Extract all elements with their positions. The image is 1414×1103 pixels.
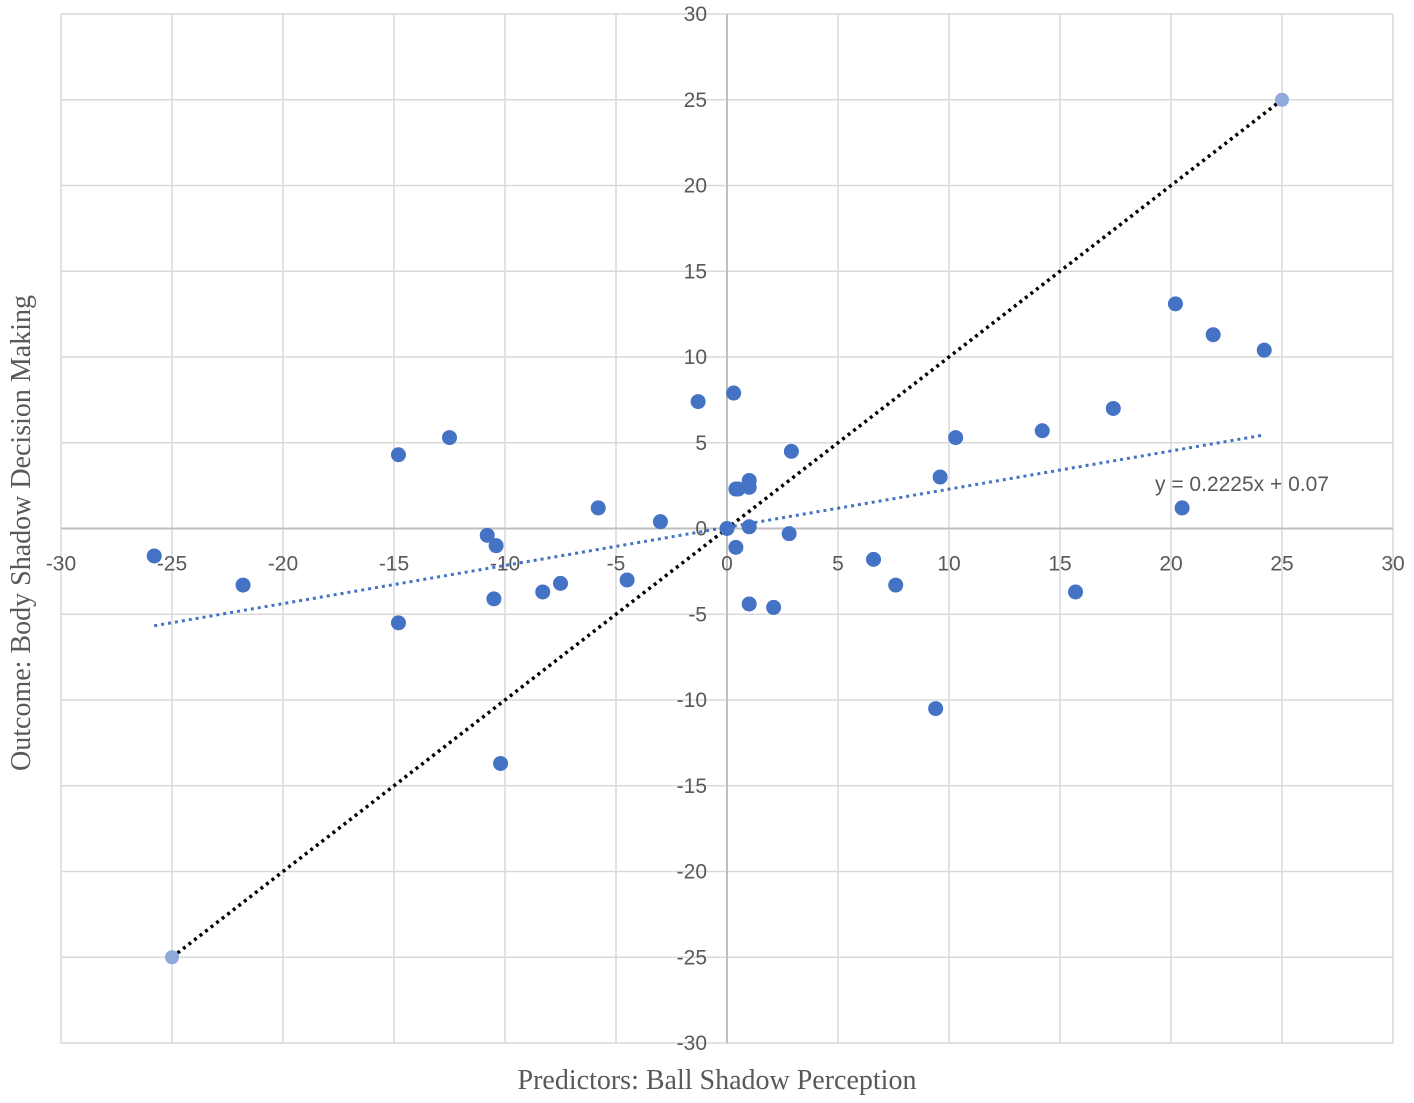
trendline [153, 433, 1265, 628]
x-tick-labels: -30 -25 -20 -15 -10 -5 0 5 10 15 20 25 30 [46, 553, 1405, 576]
data-point [719, 521, 735, 536]
data-point [766, 599, 782, 615]
data-point [390, 447, 406, 463]
data-point [726, 385, 742, 401]
identity-endpoint [165, 950, 179, 965]
data-point [1167, 296, 1183, 312]
x-tick-label: -5 [607, 553, 626, 576]
x-tick-label: 0 [721, 553, 733, 576]
data-point [1205, 327, 1221, 343]
y-tick-label: 15 [684, 260, 707, 283]
data-point [146, 548, 162, 564]
x-tick-label: 10 [937, 553, 960, 576]
data-point [493, 755, 509, 771]
data-point [932, 469, 948, 485]
identity-endpoint [1275, 92, 1289, 107]
data-point [479, 527, 495, 543]
trendline-equation: y = 0.2225x + 0.07 [1155, 473, 1329, 496]
y-tick-label: 30 [684, 3, 707, 26]
data-point [730, 481, 746, 497]
y-tick-label: -5 [688, 603, 707, 626]
data-point [1068, 584, 1084, 600]
data-point [235, 577, 251, 593]
data-points [146, 296, 1272, 771]
y-tick-label: 0 [695, 518, 707, 541]
x-tick-label: -10 [490, 553, 520, 576]
data-point [741, 472, 757, 488]
data-point [866, 551, 882, 567]
x-axis-title: Predictors: Ball Shadow Perception [518, 1065, 917, 1096]
data-point [783, 443, 799, 459]
x-tick-label: 15 [1048, 553, 1071, 576]
data-point [1256, 342, 1272, 358]
data-point [928, 701, 944, 717]
data-point [553, 575, 568, 591]
y-tick-label: -25 [677, 946, 707, 969]
data-point [535, 584, 551, 600]
data-point [1034, 423, 1050, 439]
data-point [390, 615, 406, 631]
y-tick-label: 10 [684, 346, 707, 369]
y-axis-title: Outcome: Body Shadow Decision Making [6, 295, 37, 771]
data-point [741, 519, 757, 535]
data-point [488, 538, 504, 554]
data-point [781, 526, 797, 542]
data-point [741, 596, 757, 612]
x-tick-label: -20 [268, 553, 298, 576]
data-point [948, 430, 964, 446]
x-tick-label: 25 [1270, 553, 1293, 576]
data-point [1105, 400, 1121, 416]
data-point [1174, 500, 1190, 516]
y-tick-label: 5 [695, 432, 707, 455]
data-point [486, 591, 502, 607]
x-tick-label: -25 [157, 553, 187, 576]
y-tick-label: -15 [677, 775, 707, 798]
y-tick-label: -20 [677, 861, 707, 884]
data-point [728, 539, 744, 555]
x-tick-label: 5 [832, 553, 844, 576]
data-point [442, 430, 457, 446]
data-point [590, 500, 606, 516]
data-point [888, 577, 904, 593]
y-tick-label: -30 [677, 1032, 707, 1055]
x-tick-label: -30 [46, 553, 76, 576]
data-point [690, 394, 706, 410]
data-point [619, 572, 635, 588]
x-tick-label: -15 [379, 553, 409, 576]
y-tick-label: 25 [684, 89, 707, 112]
y-tick-labels: -30 -25 -20 -15 -10 -5 0 5 10 15 20 25 30 [677, 3, 707, 1055]
data-point [652, 514, 668, 530]
y-tick-label: 20 [684, 175, 707, 198]
x-tick-label: 20 [1159, 553, 1182, 576]
x-tick-label: 30 [1381, 553, 1404, 576]
y-tick-label: -10 [677, 689, 707, 712]
